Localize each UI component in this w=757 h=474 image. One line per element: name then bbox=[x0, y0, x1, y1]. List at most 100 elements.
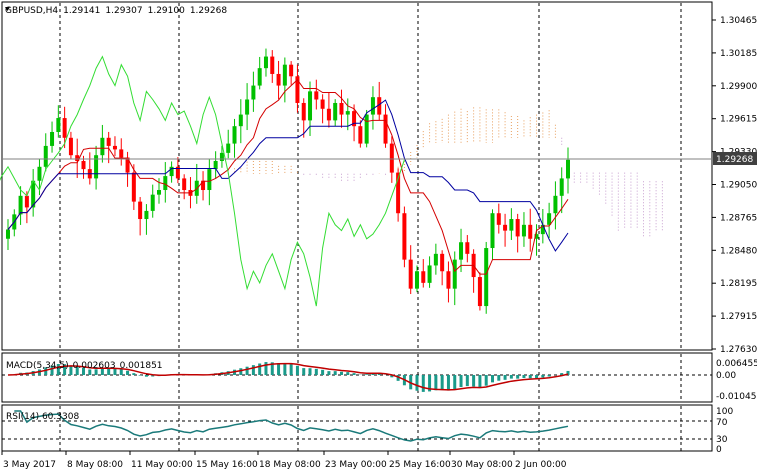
candle-body bbox=[389, 143, 394, 173]
candle-body bbox=[383, 114, 388, 144]
candle-body bbox=[427, 265, 432, 283]
candle-body bbox=[465, 242, 470, 254]
candle-body bbox=[521, 224, 526, 237]
x-tick-label: 30 May 08:00 bbox=[451, 460, 513, 470]
candle-body bbox=[566, 159, 570, 179]
candle-body bbox=[339, 102, 344, 115]
candle-body bbox=[540, 224, 545, 235]
candle-body bbox=[31, 180, 36, 208]
candle-body bbox=[352, 111, 357, 127]
candles bbox=[6, 48, 570, 314]
y-tick-label: 1.29615 bbox=[720, 115, 757, 125]
macd-y-axis: 0.006455 0.00 -0.010453 bbox=[716, 359, 757, 402]
candle-body bbox=[484, 248, 489, 307]
indicator-lines bbox=[0, 55, 569, 307]
y-tick-label: 1.30185 bbox=[720, 49, 757, 59]
candle-body bbox=[175, 166, 180, 179]
candle-body bbox=[157, 190, 162, 195]
candle-body bbox=[213, 161, 218, 170]
candle-body bbox=[131, 172, 136, 202]
candle-body bbox=[163, 176, 168, 191]
collapse-triangle-icon[interactable] bbox=[5, 7, 10, 11]
candle-body bbox=[477, 277, 482, 307]
candle-body bbox=[490, 213, 495, 249]
rsi-tick-30: 30 bbox=[716, 435, 728, 445]
rsi-tick-0: 0 bbox=[716, 445, 722, 455]
candle-body bbox=[547, 213, 552, 225]
ichimoku-cloud bbox=[227, 107, 663, 238]
candle-body bbox=[301, 102, 306, 121]
macd-tick-zero: 0.00 bbox=[716, 371, 736, 381]
candle-body bbox=[106, 137, 111, 146]
candle-body bbox=[396, 172, 401, 214]
macd-value-main: 0.002603 bbox=[73, 361, 116, 371]
current-price-text: 1.29268 bbox=[716, 155, 753, 165]
candle-body bbox=[358, 126, 363, 144]
candle-body bbox=[421, 271, 426, 283]
candle-body bbox=[308, 91, 313, 121]
candle-body bbox=[144, 210, 149, 220]
macd-tick-bottom: -0.010453 bbox=[716, 392, 757, 402]
header-open: 1.29141 bbox=[63, 6, 100, 16]
candle-body bbox=[408, 259, 413, 289]
candle-body bbox=[68, 137, 73, 156]
x-tick-label: 25 May 16:00 bbox=[389, 460, 451, 470]
x-tick-label: 2 Jun 00:00 bbox=[515, 460, 567, 470]
y-tick-label: 1.28195 bbox=[720, 279, 757, 289]
x-tick-label: 8 May 08:00 bbox=[67, 460, 123, 470]
x-tick-label: 15 May 16:00 bbox=[196, 460, 258, 470]
candle-body bbox=[257, 68, 262, 86]
y-tick-label: 1.27915 bbox=[720, 312, 757, 322]
candle-body bbox=[314, 91, 319, 100]
candle-body bbox=[182, 178, 187, 191]
candle-body bbox=[326, 108, 331, 121]
candle-body bbox=[263, 56, 268, 69]
candle-body bbox=[345, 111, 350, 115]
candle-body bbox=[125, 157, 130, 173]
candle-body bbox=[238, 114, 243, 127]
x-tick-label: 23 May 00:00 bbox=[325, 460, 387, 470]
candle-body bbox=[270, 56, 275, 74]
macd-panel-frame bbox=[1, 352, 713, 403]
candle-body bbox=[62, 118, 67, 138]
rsi-line bbox=[14, 410, 569, 442]
candle-body bbox=[56, 118, 61, 132]
main-price-panel: GBPUSD,H4 1.29141 1.29307 1.29100 1.29268 bbox=[0, 1, 713, 351]
rsi-tick-70: 70 bbox=[716, 418, 728, 428]
rsi-tick-100: 100 bbox=[716, 407, 733, 417]
main-grid bbox=[59, 3, 682, 350]
candle-body bbox=[81, 161, 86, 170]
candle-body bbox=[119, 149, 124, 158]
candle-body bbox=[377, 97, 382, 115]
macd-tick-top: 0.006455 bbox=[716, 359, 757, 369]
candle-body bbox=[251, 85, 256, 100]
candle-body bbox=[553, 195, 558, 214]
candle-body bbox=[201, 180, 206, 191]
candle-body bbox=[452, 259, 457, 289]
candle-body bbox=[320, 99, 325, 109]
candle-body bbox=[509, 219, 514, 231]
candle-body bbox=[515, 219, 520, 237]
macd-signal-line bbox=[7, 362, 569, 391]
candle-body bbox=[219, 152, 224, 161]
candle-body bbox=[282, 64, 287, 86]
candle-body bbox=[559, 178, 564, 196]
candle-body bbox=[138, 201, 143, 220]
macd-value-signal: 0.001851 bbox=[120, 361, 163, 371]
candle-body bbox=[75, 155, 80, 161]
candle-body bbox=[534, 234, 539, 239]
main-header: GBPUSD,H4 1.29141 1.29307 1.29100 1.29268 bbox=[5, 6, 227, 16]
y-tick-label: 1.30465 bbox=[720, 16, 757, 26]
x-tick-label: 3 May 2017 bbox=[3, 460, 56, 470]
candle-body bbox=[276, 73, 281, 86]
rsi-panel-frame bbox=[1, 404, 713, 452]
candle-body bbox=[333, 102, 338, 121]
y-tick-label: 1.28765 bbox=[720, 213, 757, 223]
candle-body bbox=[100, 137, 105, 156]
current-price-label-bg bbox=[713, 152, 757, 165]
candle-body bbox=[245, 99, 250, 115]
candle-body bbox=[446, 271, 451, 289]
candle-body bbox=[370, 97, 375, 115]
candle-body bbox=[207, 169, 212, 191]
